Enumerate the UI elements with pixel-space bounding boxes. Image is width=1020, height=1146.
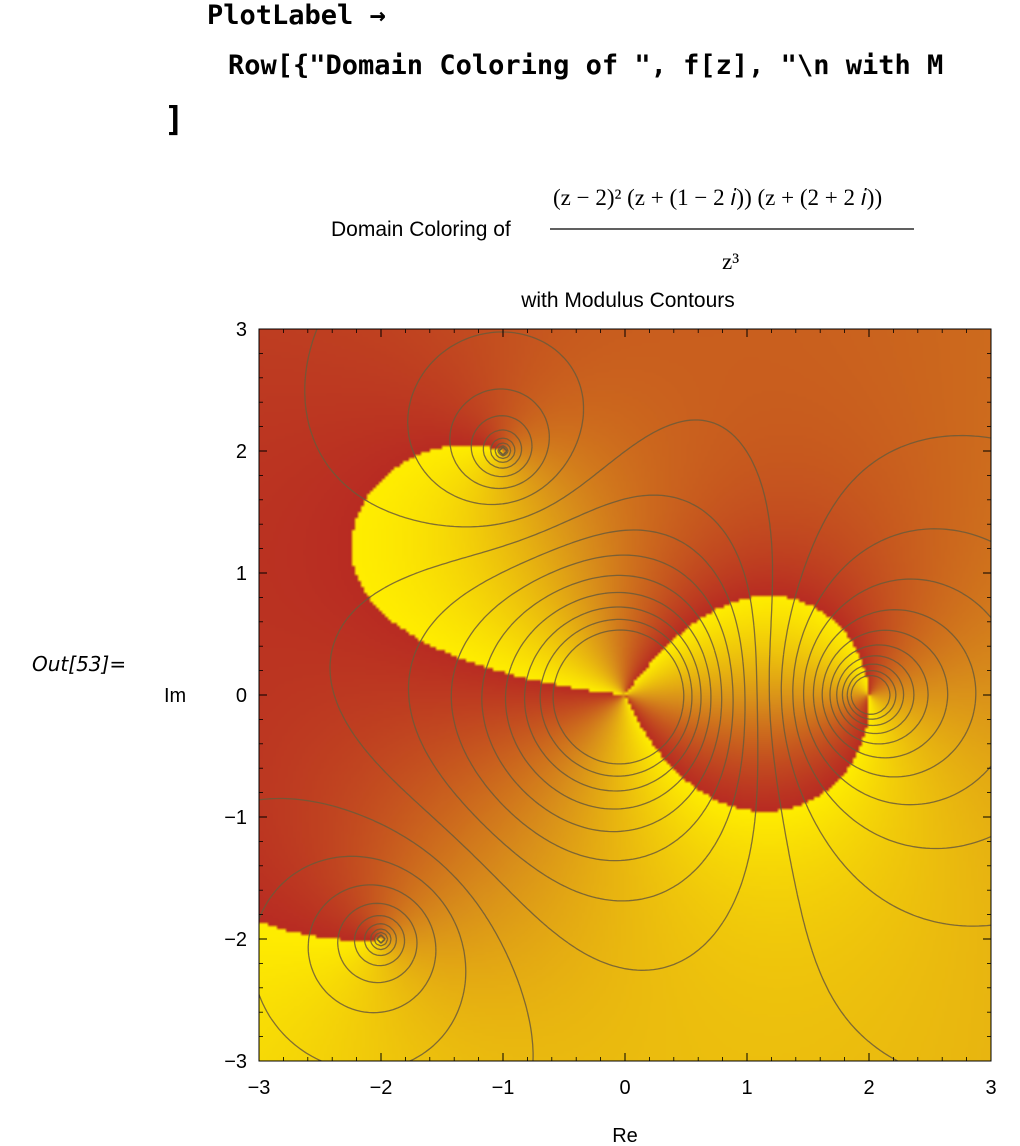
x-tick-label: 3 [985,1077,996,1099]
contour-level-14 [481,574,723,833]
contour-level-13 [450,554,734,862]
contour-level-8 [307,388,991,1014]
contour-level-4 [369,442,929,951]
contour-level-11 [329,494,759,971]
contour-level-17 [539,618,693,777]
plot-title: Domain Coloring of (z − 2)² (z + (1 − 2 … [331,185,914,312]
code-line-row: Row[{"Domain Coloring of ", f[z], "\n wi… [228,50,944,81]
y-tick-label: −1 [224,807,247,829]
code-line-close-bracket: ] [164,100,185,140]
x-tick-label: 0 [619,1077,630,1099]
output-cell-label: Out[53]= [32,652,127,676]
contour-level-6 [353,429,977,967]
x-axis-label: Re [612,1125,638,1146]
x-tick-label: −3 [248,1077,271,1099]
y-tick-label: −2 [224,929,247,951]
x-tick-label: −1 [492,1077,515,1099]
contour-level-7 [337,415,991,984]
title-denominator: z³ [722,249,739,274]
contour-level-15 [504,591,712,810]
y-tick-label: 3 [236,319,247,341]
code-line-plotlabel: PlotLabel → [207,0,386,31]
x-tick-label: 2 [863,1077,874,1099]
contour-level-3 [373,445,915,947]
title-subtitle: with Modulus Contours [520,289,735,312]
modulus-contours [259,329,991,1061]
contour-level-12 [407,529,746,902]
y-axis-label: Im [164,685,186,707]
title-numerator: (z − 2)² (z + (1 − 2 𝑖)) (z + (2 + 2 𝑖)) [553,185,882,210]
contour-level-5 [363,437,949,957]
x-tick-label: 1 [741,1077,752,1099]
y-tick-label: −3 [224,1051,247,1073]
contour-level-16 [523,606,702,792]
contour-level-18 [552,629,685,765]
y-tick-label: 0 [236,685,247,707]
x-tick-label: −2 [370,1077,393,1099]
contour-level-2 [376,446,905,944]
y-tick-label: 1 [236,563,247,585]
contour-level-10 [259,329,898,1061]
y-axis-ticks: −3 −2 −1 0 1 2 3 [224,319,991,1073]
title-prefix: Domain Coloring of [331,218,511,241]
y-tick-label: 2 [236,441,247,463]
x-axis-ticks: −3 −2 −1 0 1 2 3 [248,329,997,1099]
